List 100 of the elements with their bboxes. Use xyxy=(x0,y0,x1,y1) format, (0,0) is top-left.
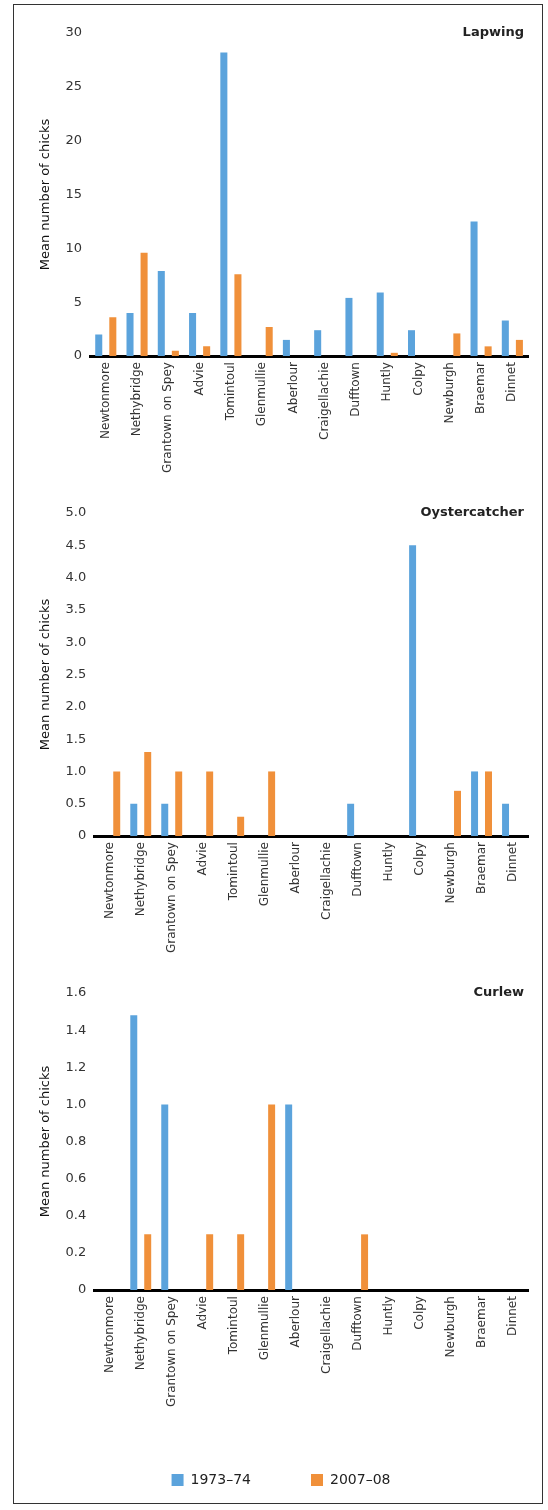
y-tick-label: 15 xyxy=(65,185,83,201)
y-tick-label: 1.2 xyxy=(65,1058,87,1074)
x-tick-label: Dufftown xyxy=(348,362,363,417)
x-tick-label: Newtonmore xyxy=(101,1296,116,1373)
x-tick-label: Newtonmore xyxy=(101,842,116,919)
x-tick-label: Newtonmore xyxy=(97,362,112,439)
bar xyxy=(95,334,103,357)
x-tick-label: Glenmullie xyxy=(256,842,271,907)
x-tick-label: Newburgh xyxy=(441,362,456,424)
bar xyxy=(409,545,417,837)
bar xyxy=(282,339,290,357)
y-tick-label: 10 xyxy=(65,239,83,255)
bar xyxy=(454,790,462,837)
bar xyxy=(453,333,461,357)
chart-title: Oystercatcher xyxy=(420,504,525,520)
y-axis-title: Mean number of chicks xyxy=(37,118,53,271)
legend-label: 1973–74 xyxy=(190,1470,252,1487)
y-tick-label: 5.0 xyxy=(65,504,87,520)
y-tick-label: 2.0 xyxy=(65,698,87,714)
x-tick-label: Huntly xyxy=(380,842,395,882)
y-tick-label: 0.2 xyxy=(65,1244,87,1260)
y-tick-label: 3.0 xyxy=(65,633,87,649)
bar xyxy=(189,312,197,357)
x-tick-label: Nethybridge xyxy=(132,1296,147,1371)
y-tick-label: 30 xyxy=(65,24,83,40)
x-tick-label: Advie xyxy=(191,362,206,396)
x-tick-label: Dinnet xyxy=(504,1295,519,1336)
x-tick-label: Dinnet xyxy=(504,361,519,402)
x-tick-label: Braemar xyxy=(473,1295,488,1348)
y-tick-label: 0.8 xyxy=(65,1132,87,1148)
x-tick-label: Tomintoul xyxy=(225,842,240,902)
y-axis-title: Mean number of chicks xyxy=(37,598,53,751)
bar xyxy=(268,1104,276,1291)
x-tick-label: Glenmullie xyxy=(256,1296,271,1361)
x-tick-label: Grantown on Spey xyxy=(163,1296,178,1407)
bar xyxy=(314,330,322,357)
x-tick-label: Huntly xyxy=(380,1296,395,1336)
bar xyxy=(175,771,183,837)
x-tick-label: Dufftown xyxy=(349,1296,364,1351)
y-tick-label: 0 xyxy=(73,347,83,363)
x-tick-label: Tomintoul xyxy=(223,362,238,422)
bar xyxy=(285,1104,293,1291)
bar xyxy=(220,52,228,357)
y-tick-label: 20 xyxy=(65,132,83,148)
y-tick-label: 4.0 xyxy=(65,568,87,584)
bar xyxy=(237,816,245,837)
legend-label: 2007–08 xyxy=(330,1470,391,1487)
bar xyxy=(144,752,152,837)
y-tick-label: 0 xyxy=(77,1281,87,1297)
bar xyxy=(470,221,478,357)
x-tick-label: Colpy xyxy=(410,362,425,396)
bar xyxy=(161,803,169,837)
y-tick-label: 1.6 xyxy=(65,984,87,1000)
x-tick-label: Glenmullie xyxy=(254,362,269,427)
x-tick-label: Advie xyxy=(194,1296,209,1330)
x-tick-label: Newburgh xyxy=(442,1296,457,1358)
bar xyxy=(237,1234,245,1291)
bar xyxy=(157,270,165,357)
bar xyxy=(502,803,510,837)
bar xyxy=(390,352,398,357)
bar xyxy=(171,350,179,357)
bar xyxy=(144,1234,152,1291)
bar xyxy=(203,346,211,357)
bar xyxy=(234,274,242,357)
x-tick-label: Newburgh xyxy=(442,842,457,904)
y-tick-label: 1.0 xyxy=(65,762,87,778)
bar xyxy=(268,771,276,837)
chart-title: Lapwing xyxy=(462,24,524,40)
bar xyxy=(140,252,148,357)
bar xyxy=(484,346,492,357)
bar xyxy=(130,803,138,837)
bar xyxy=(347,803,355,837)
bar xyxy=(113,771,121,837)
chart-title: Curlew xyxy=(473,984,524,1000)
bar xyxy=(126,312,134,357)
y-tick-label: 1.4 xyxy=(65,1021,87,1037)
y-tick-label: 0.6 xyxy=(65,1170,87,1186)
y-tick-label: 1.0 xyxy=(65,1095,87,1111)
bar xyxy=(515,339,523,357)
bar xyxy=(376,292,384,357)
y-tick-label: 4.5 xyxy=(65,536,87,552)
x-tick-label: Aberlour xyxy=(287,841,302,894)
y-tick-label: 0 xyxy=(77,827,87,843)
x-tick-label: Craigellachie xyxy=(316,362,331,440)
y-tick-label: 3.5 xyxy=(65,601,87,617)
x-tick-label: Craigellachie xyxy=(318,842,333,920)
bar xyxy=(485,771,492,837)
x-tick-label: Grantown on Spey xyxy=(163,842,178,953)
x-tick-label: Aberlour xyxy=(285,361,300,414)
x-tick-label: Nethybridge xyxy=(129,362,144,437)
bar xyxy=(407,330,416,357)
x-tick-label: Craigellachie xyxy=(318,1296,333,1374)
y-tick-label: 0.5 xyxy=(65,795,87,811)
bar xyxy=(361,1234,369,1291)
x-tick-label: Dinnet xyxy=(504,841,519,882)
bar xyxy=(206,771,214,837)
x-tick-label: Aberlour xyxy=(287,1295,302,1348)
bar xyxy=(345,297,353,357)
bar xyxy=(471,771,479,837)
bar xyxy=(109,317,117,357)
